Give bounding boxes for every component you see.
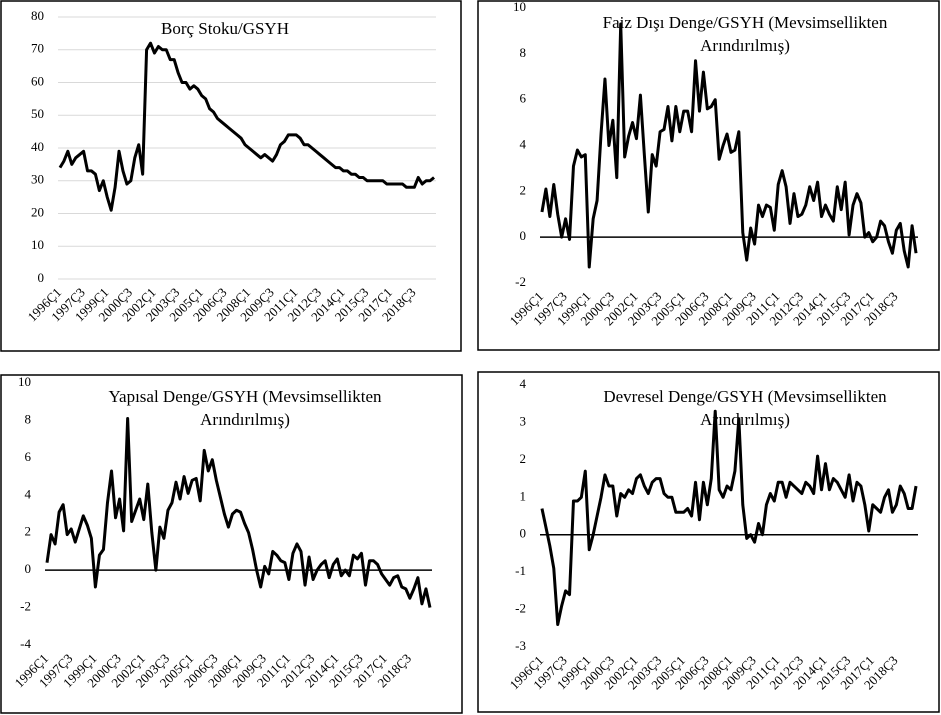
y-tick-label: 0 [520,228,527,243]
y-tick-label: -1 [515,563,526,578]
data-line [540,22,918,269]
y-tick-label: -2 [515,601,526,616]
chart-title: Arındırılmış) [700,410,790,429]
y-tick-label: 6 [25,449,32,464]
panel-border [477,0,940,351]
y-tick-label: 8 [520,45,527,60]
y-tick-label: 10 [31,237,44,252]
y-tick-label: 8 [25,411,32,426]
y-tick-label: 0 [38,270,45,285]
y-tick-label: 10 [18,374,31,389]
y-tick-label: 40 [31,139,44,154]
y-tick-label: 20 [31,204,44,219]
panel-border [0,374,463,714]
y-tick-label: 2 [520,182,527,197]
y-tick-label: 80 [31,8,44,23]
y-tick-label: 4 [520,376,527,391]
y-tick-label: 3 [520,413,527,428]
y-tick-label: 2 [25,524,32,539]
data-line [45,417,432,608]
chart-title: Arındırılmış) [700,36,790,55]
chart-title: Faiz Dışı Denge/GSYH (Mevsimsellikten [603,13,888,32]
y-tick-label: 4 [520,136,527,151]
y-tick-label: -4 [20,636,31,651]
data-line [540,409,918,627]
chart-title: Devresel Denge/GSYH (Mevsimsellikten [603,387,887,406]
y-tick-label: -2 [20,599,31,614]
chart-title: Yapısal Denge/GSYH (Mevsimsellikten [108,387,382,406]
data-line [58,41,435,212]
chart-title: Borç Stoku/GSYH [161,19,289,38]
panel-border [0,0,462,352]
y-tick-label: 6 [520,91,527,106]
y-tick-label: 0 [520,526,527,541]
y-tick-label: 30 [31,172,44,187]
panel-border [477,371,940,713]
chart-title: Arındırılmış) [200,410,290,429]
y-tick-label: 70 [31,41,44,56]
y-tick-label: -3 [515,638,526,653]
y-tick-label: 50 [31,106,44,121]
y-tick-label: 10 [513,0,526,14]
y-tick-label: 2 [520,451,527,466]
y-tick-label: 60 [31,73,44,88]
y-tick-label: 0 [25,561,32,576]
y-tick-label: 4 [25,486,32,501]
y-tick-label: 1 [520,488,527,503]
y-tick-label: -2 [515,274,526,289]
